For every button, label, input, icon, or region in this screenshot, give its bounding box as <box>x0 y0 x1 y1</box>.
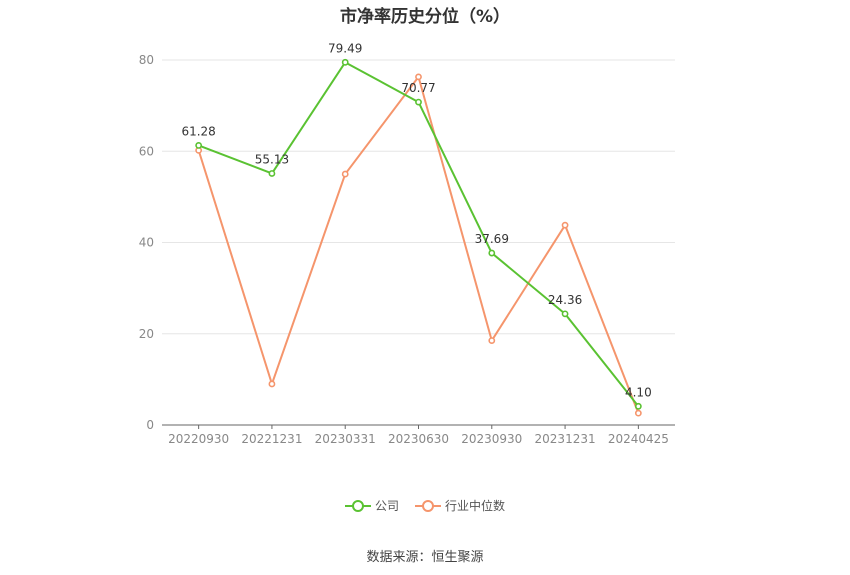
y-tick-label: 80 <box>139 53 154 67</box>
x-axis: 20220930 20221231 20230331 20230630 20230930… <box>162 424 675 446</box>
data-point <box>561 221 569 229</box>
y-axis: 0 20 40 60 80 <box>139 53 154 432</box>
legend-swatch-industry-median <box>415 499 441 513</box>
y-tick-label: 60 <box>139 144 154 158</box>
data-point <box>341 58 349 66</box>
data-label: 24.36 <box>548 293 582 307</box>
data-label: 55.13 <box>255 152 289 166</box>
data-label: 79.49 <box>328 41 362 55</box>
data-point <box>488 337 496 344</box>
x-tick-label: 20240425 <box>608 432 669 446</box>
data-point <box>415 73 422 81</box>
legend: 公司 行业中位数 <box>0 497 850 514</box>
data-label: 61.28 <box>181 124 215 138</box>
y-tick-label: 20 <box>139 327 154 341</box>
data-labels: 61.28 55.13 79.49 70.77 37.69 24.36 4.10 <box>181 41 651 399</box>
legend-item-industry-median[interactable]: 行业中位数 <box>415 497 505 514</box>
data-source: 数据来源：恒生聚源 <box>366 550 484 565</box>
chart-title: 市净率历史分位（%） <box>339 7 511 27</box>
legend-swatch-company <box>344 499 371 513</box>
data-point <box>634 409 642 417</box>
grid-lines <box>162 59 675 335</box>
x-tick-label: 20231231 <box>535 432 596 446</box>
x-tick-label: 20221231 <box>241 432 302 446</box>
series-line <box>197 75 640 414</box>
data-label: 37.69 <box>475 232 509 246</box>
data-point <box>195 142 203 149</box>
y-tick-label: 0 <box>146 418 154 432</box>
data-label: 4.10 <box>625 385 652 399</box>
data-label: 70.77 <box>401 81 435 95</box>
data-point <box>634 402 642 410</box>
series-line <box>198 61 640 407</box>
data-point <box>341 170 349 178</box>
legend-label-industry-median: 行业中位数 <box>445 499 506 513</box>
data-point <box>268 170 276 177</box>
data-point <box>488 249 496 257</box>
x-tick-label: 20220930 <box>168 432 229 446</box>
data-point <box>415 98 422 106</box>
series-group <box>195 58 642 417</box>
data-point <box>561 310 569 318</box>
legend-label-company: 公司 <box>374 499 399 513</box>
x-tick-label: 20230630 <box>388 432 449 446</box>
x-tick-label: 20230331 <box>315 432 376 446</box>
data-point <box>268 380 276 388</box>
x-tick-label: 20230930 <box>461 432 522 446</box>
y-tick-label: 40 <box>139 236 154 250</box>
legend-item-company[interactable]: 公司 <box>344 497 399 514</box>
